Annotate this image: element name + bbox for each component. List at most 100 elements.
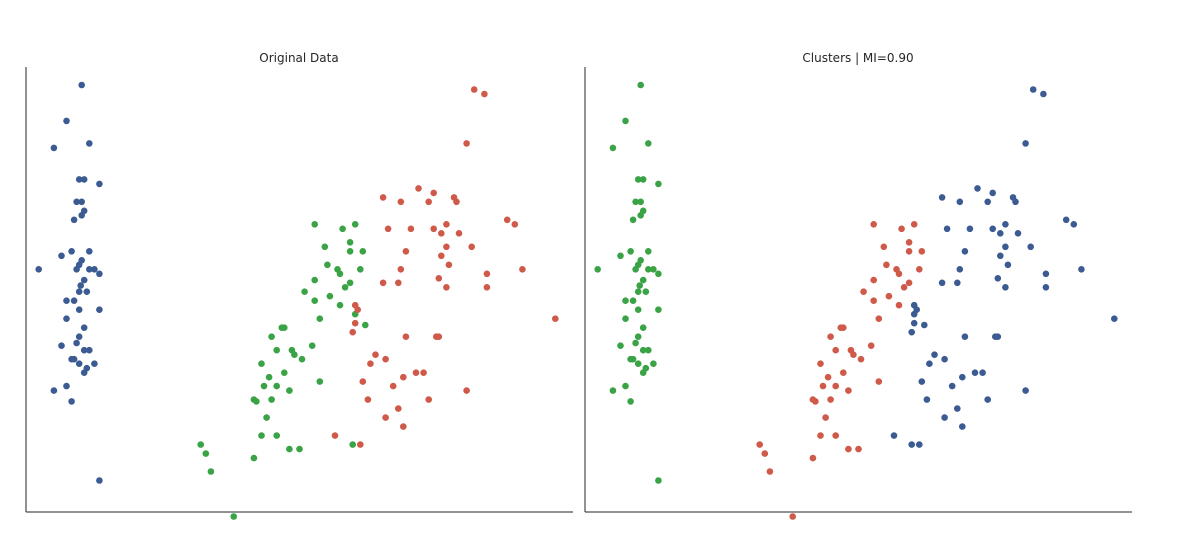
scatter-point — [80, 324, 88, 332]
scatter-point — [379, 279, 387, 287]
scatter-point — [948, 382, 956, 390]
scatter-point — [443, 221, 450, 228]
scatter-point — [926, 360, 933, 368]
scatter-point — [941, 414, 948, 421]
scatter-point — [326, 292, 334, 300]
scatter-point — [341, 284, 349, 291]
scatter-point — [938, 279, 946, 287]
scatter-point — [445, 261, 453, 269]
scatter-point — [900, 284, 908, 291]
scatter-point — [73, 339, 80, 347]
scatter-point — [382, 414, 389, 421]
scatter-point — [845, 387, 852, 394]
scatter-point — [258, 432, 265, 439]
scatter-point — [70, 297, 78, 305]
scatter-point — [96, 306, 103, 314]
scatter-point — [70, 216, 78, 224]
scatter-point — [1002, 221, 1009, 228]
scatter-point — [207, 468, 215, 475]
scatter-point — [331, 432, 339, 439]
scatter-point — [351, 221, 359, 228]
scatter-point — [316, 378, 324, 385]
scatter-point — [438, 252, 445, 260]
scatter-point — [918, 248, 926, 255]
scatter-point — [58, 342, 65, 350]
scatter-point — [655, 477, 662, 484]
scatter-point — [632, 198, 639, 206]
scatter-point — [349, 441, 357, 448]
scatter-point — [761, 450, 769, 457]
scatter-point — [832, 346, 839, 354]
scatter-point — [639, 276, 647, 284]
scatter-point — [86, 140, 93, 147]
scatter-point — [50, 144, 58, 152]
scatter-point — [63, 382, 70, 390]
scatter-point — [278, 324, 286, 332]
scatter-point — [857, 355, 865, 363]
scatter-point — [96, 180, 103, 188]
scatter-point — [389, 382, 397, 390]
scatter-point — [311, 297, 319, 305]
scatter-point — [80, 346, 88, 354]
scatter-point — [273, 432, 281, 439]
scatter-point — [908, 328, 915, 336]
scatter-point — [923, 396, 931, 403]
scatter-points — [594, 81, 1118, 520]
scatter-point — [455, 230, 463, 237]
scatter-point — [594, 266, 601, 273]
scatter-point — [412, 369, 420, 377]
scatter-point — [645, 248, 652, 255]
scatter-point — [35, 266, 42, 273]
scatter-point — [63, 315, 70, 323]
scatter-point — [268, 333, 275, 341]
scatter-point — [359, 378, 367, 385]
scatter-point — [78, 212, 85, 219]
scatter-point — [827, 333, 834, 341]
scatter-point — [766, 468, 774, 475]
scatter-point — [351, 319, 359, 327]
scatter-point — [966, 225, 974, 233]
scatter-point — [943, 225, 951, 233]
scatter-point — [75, 360, 83, 368]
chart-title: Clusters | MI=0.90 — [802, 51, 913, 65]
scatter-point — [407, 225, 415, 233]
scatter-point — [321, 243, 329, 251]
scatter-point — [483, 270, 491, 278]
scatter-point — [809, 454, 817, 462]
scatter-point — [622, 297, 629, 305]
scatter-point — [250, 454, 258, 462]
scatter-point — [311, 276, 319, 284]
scatter-point — [629, 355, 637, 363]
scatter-point — [197, 441, 204, 448]
scatter-point — [77, 282, 84, 289]
scatter-point — [400, 373, 407, 381]
scatter-point — [357, 441, 364, 448]
scatter-point — [50, 387, 58, 394]
scatter-point — [850, 351, 857, 359]
scatter-point — [642, 288, 650, 296]
scatter-point — [984, 396, 991, 403]
scatter-point — [959, 373, 966, 381]
scatter-point — [994, 275, 1002, 282]
scatter-point — [655, 180, 662, 188]
scatter-point — [617, 342, 624, 350]
scatter-point — [812, 398, 819, 405]
scatter-point — [75, 176, 83, 183]
scatter-point — [425, 198, 433, 206]
scatter-point — [430, 225, 438, 233]
scatter-point — [354, 306, 362, 314]
scatter-point — [483, 284, 491, 291]
scatter-point — [415, 185, 422, 192]
scatter-point — [817, 432, 824, 439]
scatter-point — [301, 288, 308, 296]
scatter-point — [867, 342, 875, 350]
scatter-point — [756, 441, 763, 448]
scatter-point — [91, 360, 98, 368]
scatter-point — [875, 315, 883, 323]
scatter-point — [905, 248, 913, 255]
scatter-point — [898, 225, 905, 233]
scatter-point — [890, 432, 898, 439]
scatter-point — [629, 297, 637, 305]
scatter-point — [971, 369, 979, 377]
scatter-point — [346, 248, 354, 255]
